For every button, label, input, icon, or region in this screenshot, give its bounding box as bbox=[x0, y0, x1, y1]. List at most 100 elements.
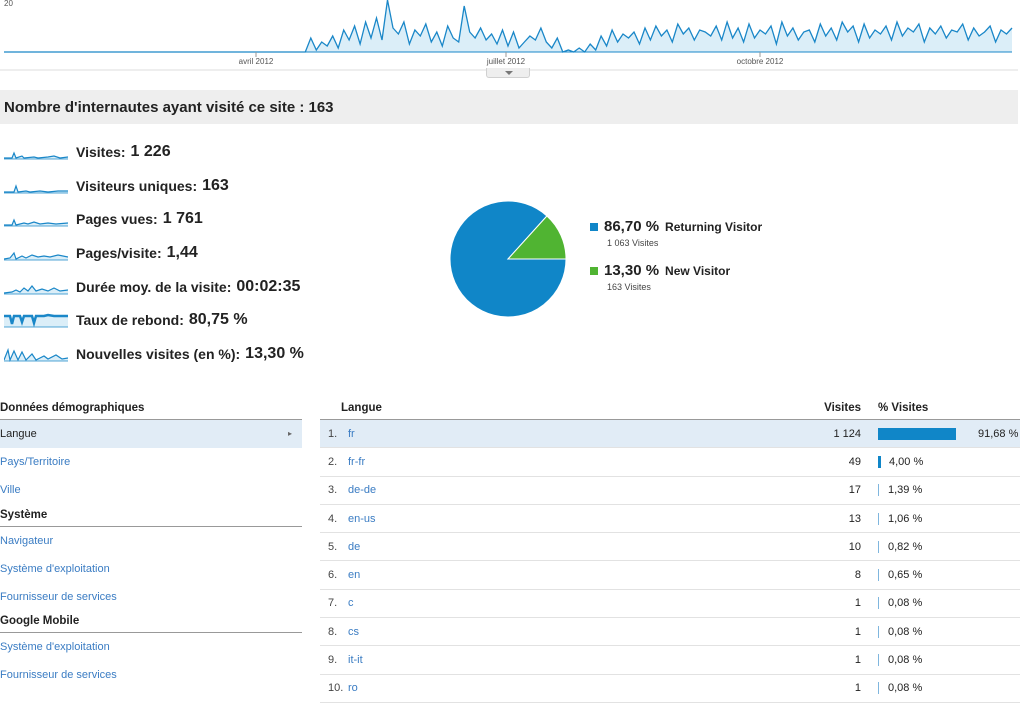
metric-row[interactable]: Pages/visite: 1,44 bbox=[4, 236, 424, 270]
nav-item-os[interactable]: Système d'exploitation bbox=[0, 562, 110, 575]
nav-item-mobile-provider[interactable]: Fournisseur de services bbox=[0, 669, 117, 682]
column-header-pct-visits[interactable]: % Visites bbox=[878, 402, 929, 414]
row-pct-value: 91,68 % bbox=[978, 427, 1019, 440]
pct-bar-fill bbox=[878, 597, 879, 610]
table-row: 1. fr 1 124 91,68 % bbox=[320, 420, 1020, 449]
row-pct-value: 0,08 % bbox=[888, 682, 923, 695]
pct-bar bbox=[878, 455, 881, 468]
row-visits: 1 bbox=[854, 654, 861, 667]
metric-label: Nouvelles visites (en %): bbox=[76, 345, 241, 362]
row-pct-cell: 4,00 % bbox=[866, 455, 1020, 468]
legend-name: New Visitor bbox=[665, 263, 731, 278]
row-visits: 8 bbox=[854, 569, 861, 582]
row-visits: 17 bbox=[848, 484, 861, 497]
timeline-x-label-octobre: octobre 2012 bbox=[737, 57, 784, 66]
row-rank: 4. bbox=[328, 512, 338, 525]
row-pct-value: 0,08 % bbox=[888, 597, 923, 610]
metric-label: Taux de rebond: bbox=[76, 312, 184, 329]
pct-bar-fill bbox=[878, 654, 879, 667]
row-pct-cell: 0,08 % bbox=[866, 682, 1020, 695]
pct-bar-fill bbox=[878, 427, 956, 440]
column-header-langue[interactable]: Langue bbox=[341, 402, 382, 414]
pct-bar bbox=[878, 484, 880, 497]
chevron-down-icon bbox=[505, 71, 513, 75]
row-language-link[interactable]: it-it bbox=[348, 654, 363, 667]
pct-bar bbox=[878, 654, 880, 667]
language-table: Langue Visites % Visites 1. fr 1 124 91,68 … bbox=[320, 398, 1020, 703]
metric-row[interactable]: Durée moy. de la visite: 00:02:35 bbox=[4, 270, 424, 304]
table-row: 2. fr-fr 49 4,00 % bbox=[320, 448, 1020, 477]
pct-bar-fill bbox=[878, 625, 879, 638]
metric-row[interactable]: Visites: 1 226 bbox=[4, 135, 424, 169]
row-rank: 6. bbox=[328, 569, 338, 582]
row-language-link[interactable]: en bbox=[348, 569, 361, 582]
timeline-y-top-label: 20 bbox=[4, 0, 13, 8]
metric-row[interactable]: Pages vues: 1 761 bbox=[4, 202, 424, 236]
pct-bar bbox=[878, 540, 880, 553]
row-visits: 1 bbox=[854, 682, 861, 695]
row-visits: 10 bbox=[848, 540, 861, 553]
column-header-visits[interactable]: Visites bbox=[824, 402, 861, 414]
pie-slice-new-visitor[interactable] bbox=[506, 215, 567, 260]
nav-item-mobile-os[interactable]: Système d'exploitation bbox=[0, 641, 110, 654]
table-row: 3. de-de 17 1,39 % bbox=[320, 477, 1020, 505]
row-rank: 5. bbox=[328, 540, 338, 553]
row-language-link[interactable]: de-de bbox=[348, 484, 377, 497]
row-language-link[interactable]: fr-fr bbox=[348, 455, 366, 468]
metric-label: Visiteurs uniques: bbox=[76, 177, 198, 194]
nav-item-langue[interactable]: Langue ▸ bbox=[0, 420, 302, 449]
sparkline-icon bbox=[4, 314, 68, 328]
table-row: 8. cs 1 0,08 % bbox=[320, 618, 1020, 647]
pct-bar bbox=[878, 597, 880, 610]
visitor-type-pie bbox=[449, 200, 567, 318]
legend-swatch-returning bbox=[590, 222, 598, 231]
row-rank: 2. bbox=[328, 455, 338, 468]
pct-bar bbox=[878, 427, 958, 440]
row-language-link[interactable]: cs bbox=[348, 625, 359, 638]
metric-row[interactable]: Nouvelles visites (en %): 13,30 % bbox=[4, 337, 424, 371]
sparkline-icon bbox=[4, 284, 68, 294]
row-language-link[interactable]: fr bbox=[348, 427, 355, 440]
legend-visits: 163 Visites bbox=[607, 282, 651, 292]
metric-row[interactable]: Taux de rebond: 80,75 % bbox=[4, 303, 424, 337]
nav-item-pays[interactable]: Pays/Territoire bbox=[0, 456, 71, 469]
metric-value: 80,75 % bbox=[188, 311, 248, 329]
metric-label: Pages vues: bbox=[76, 211, 158, 228]
row-rank: 9. bbox=[328, 654, 338, 667]
legend-swatch-new bbox=[590, 266, 598, 275]
nav-item-provider[interactable]: Fournisseur de services bbox=[0, 590, 117, 603]
nav-item-label: Langue bbox=[0, 428, 37, 440]
row-language-link[interactable]: en-us bbox=[348, 512, 376, 525]
legend-entry-returning: 86,70 % Returning Visitor 1 063 Visites bbox=[590, 218, 850, 248]
row-pct-cell: 0,08 % bbox=[866, 654, 1020, 667]
pct-bar-fill bbox=[878, 682, 879, 695]
row-pct-cell: 1,39 % bbox=[866, 484, 1020, 497]
row-language-link[interactable]: c bbox=[348, 597, 354, 610]
nav-heading-system: Système bbox=[0, 505, 302, 527]
row-visits: 1 124 bbox=[833, 427, 861, 440]
timeline-x-label-juillet: juillet 2012 bbox=[486, 57, 526, 66]
table-row: 9. it-it 1 0,08 % bbox=[320, 646, 1020, 675]
timeline-collapse-handle[interactable] bbox=[486, 68, 530, 78]
row-pct-value: 0,08 % bbox=[888, 625, 923, 638]
row-language-link[interactable]: de bbox=[348, 540, 361, 553]
metric-row[interactable]: Visiteurs uniques: 163 bbox=[4, 169, 424, 203]
pct-bar-fill bbox=[878, 484, 879, 497]
row-visits: 13 bbox=[848, 512, 861, 525]
metric-value: 163 bbox=[202, 176, 229, 194]
row-visits: 1 bbox=[854, 597, 861, 610]
sparkline-icon bbox=[4, 151, 68, 160]
timeline-area bbox=[4, 0, 1012, 52]
nav-item-navigateur[interactable]: Navigateur bbox=[0, 534, 54, 547]
timeline-x-label-avril: avril 2012 bbox=[239, 57, 274, 66]
sparkline-icon bbox=[4, 218, 68, 227]
pct-bar bbox=[878, 569, 880, 582]
row-language-link[interactable]: ro bbox=[348, 682, 358, 695]
section-title: Nombre d'internautes ayant visité ce sit… bbox=[0, 90, 1018, 124]
row-pct-value: 4,00 % bbox=[889, 455, 924, 468]
metric-value: 13,30 % bbox=[245, 344, 304, 362]
row-rank: 8. bbox=[328, 625, 338, 638]
row-rank: 10. bbox=[328, 682, 344, 695]
metric-label: Pages/visite: bbox=[76, 244, 162, 261]
nav-item-ville[interactable]: Ville bbox=[0, 484, 21, 497]
